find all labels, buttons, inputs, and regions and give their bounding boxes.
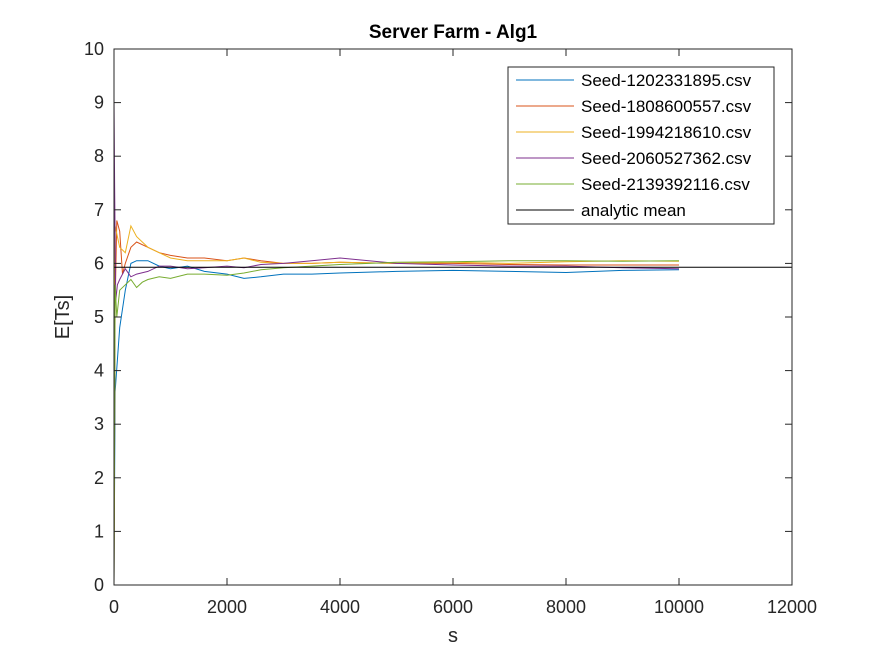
y-tick-label: 2 <box>94 468 104 488</box>
y-tick-label: 8 <box>94 146 104 166</box>
chart-title: Server Farm - Alg1 <box>369 22 538 43</box>
legend-label-1: Seed-1808600557.csv <box>581 97 752 116</box>
legend-label-0: Seed-1202331895.csv <box>581 71 752 90</box>
y-axis-label: E[Ts] <box>52 295 74 339</box>
y-tick-label: 6 <box>94 253 104 273</box>
x-axis-ticks: 0 2000 4000 6000 8000 10000 12000 <box>109 49 817 617</box>
x-tick-label: 2000 <box>207 597 247 617</box>
legend-box <box>507 66 775 225</box>
y-tick-label: 10 <box>84 39 104 59</box>
y-tick-label: 4 <box>94 361 104 381</box>
legend-label-3: Seed-2060527362.csv <box>581 149 752 168</box>
legend-label-2: Seed-1994218610.csv <box>581 123 752 142</box>
x-tick-label: 0 <box>109 597 119 617</box>
series-layer <box>113 97 792 586</box>
legend-label-5: analytic mean <box>581 201 686 220</box>
x-tick-label: 4000 <box>320 597 360 617</box>
x-tick-label: 10000 <box>654 597 704 617</box>
y-tick-label: 0 <box>94 575 104 595</box>
y-tick-label: 1 <box>94 521 104 541</box>
legend-label-4: Seed-2139392116.csv <box>581 175 750 194</box>
y-tick-label: 7 <box>94 200 104 220</box>
x-tick-label: 6000 <box>433 597 473 617</box>
y-tick-label: 3 <box>94 414 104 434</box>
y-axis-ticks: 0 1 2 3 4 5 6 7 8 9 10 <box>84 39 792 595</box>
legend: Seed-1202331895.csv Seed-1808600557.csv Se… <box>507 66 775 225</box>
x-tick-label: 12000 <box>767 597 817 617</box>
y-tick-label: 9 <box>94 93 104 113</box>
x-axis-label: s <box>448 625 458 647</box>
x-tick-label: 8000 <box>546 597 586 617</box>
y-tick-label: 5 <box>94 307 104 327</box>
series-line-4 <box>113 260 680 586</box>
series-line-0 <box>113 260 680 586</box>
